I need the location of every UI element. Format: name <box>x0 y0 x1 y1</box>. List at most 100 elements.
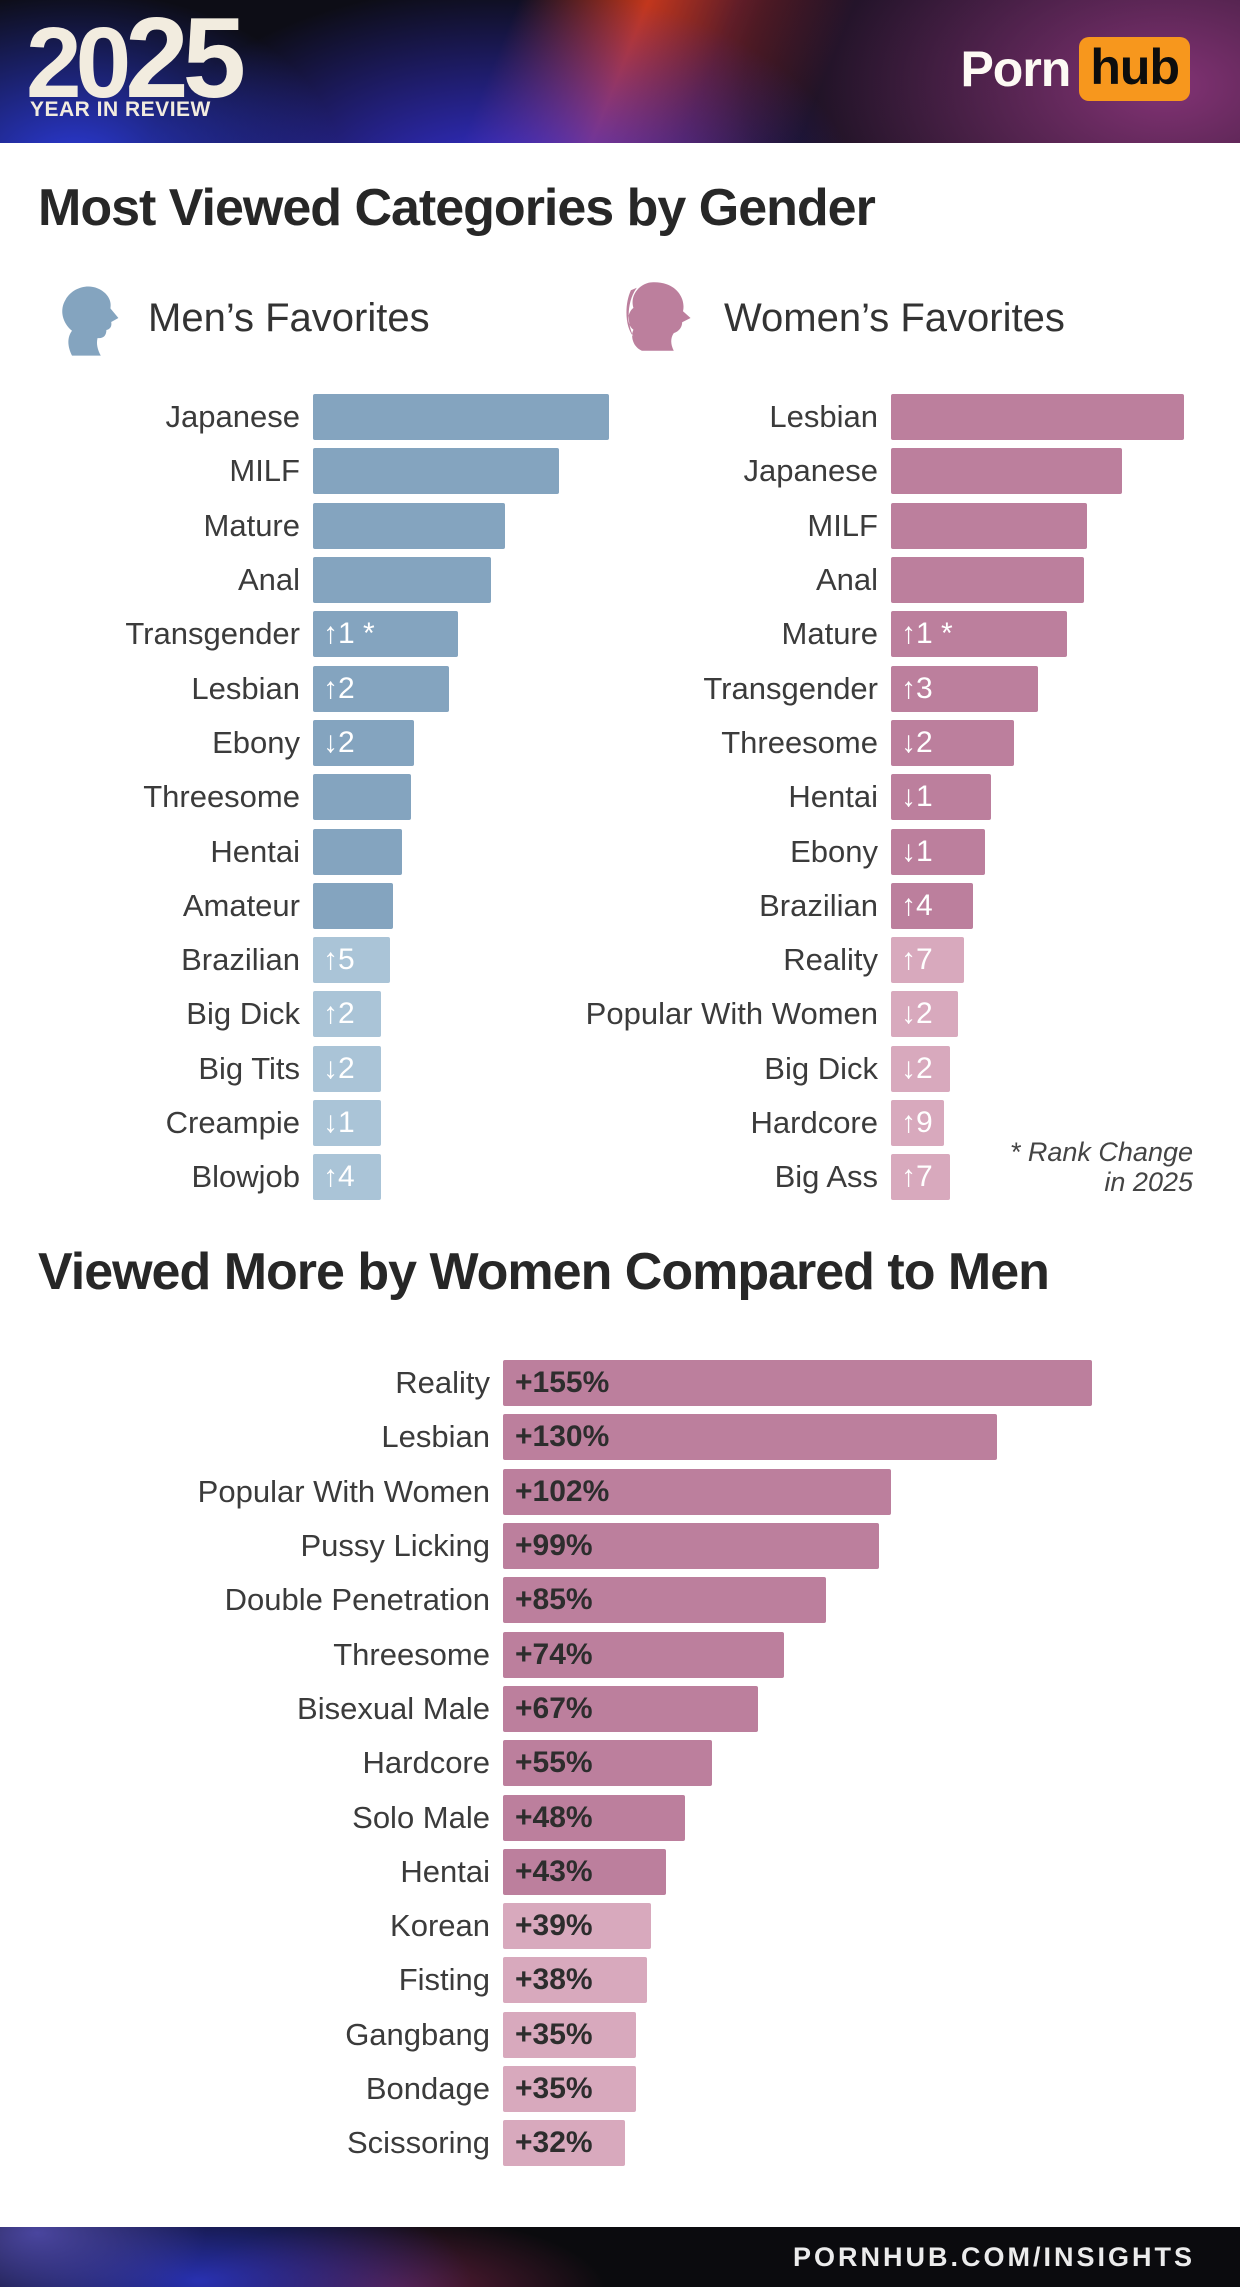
category-bar <box>891 557 1085 604</box>
pornhub-logo: Porn hub <box>960 37 1190 101</box>
category-bar: ↓1 <box>891 828 985 875</box>
bar-row: Hentai ↓1 <box>560 770 1240 824</box>
category-label: Amateur <box>182 887 300 923</box>
category-bar: ↑5 <box>313 937 390 984</box>
bar-value-label: +43% <box>515 1854 593 1888</box>
category-bar: ↑1 * <box>891 611 1067 658</box>
bar-row: Transgender ↑1 * <box>0 607 620 661</box>
category-bar: ↓2 <box>891 1045 950 1092</box>
bar-value-label: +67% <box>515 1691 593 1725</box>
bar-row: Scissoring +32% <box>0 2116 1240 2170</box>
bar-row: Double Penetration +85% <box>0 1573 1240 1627</box>
bar-row: Amateur <box>0 879 620 933</box>
rank-change-badge: ↑5 <box>323 943 355 977</box>
rank-change-badge: ↑2 <box>323 671 355 705</box>
category-bar: +39% <box>503 1903 652 1950</box>
category-bar: +32% <box>503 2120 625 2167</box>
category-bar: +102% <box>503 1468 891 1515</box>
bar-row: Hentai +43% <box>0 1845 1240 1899</box>
category-bar: +155% <box>503 1360 1092 1407</box>
category-label: Solo Male <box>352 1799 490 1835</box>
men-favorites-chart: Japanese MILF Mature Anal Transgender ↑1 * Les… <box>0 390 620 1204</box>
bar-row: Ebony ↓1 <box>560 824 1240 878</box>
bar-row: Bondage +35% <box>0 2062 1240 2116</box>
category-bar <box>313 502 506 549</box>
viewed-more-by-women-chart: Reality +155% Lesbian +130% Popular With Wom… <box>0 1356 1240 2170</box>
rank-change-badge: ↑1 * <box>323 617 375 651</box>
logo-year-first: 20 <box>26 7 131 119</box>
category-label: Reality <box>395 1365 490 1401</box>
category-label: Mature <box>203 507 300 543</box>
bar-value-label: +38% <box>515 1963 593 1997</box>
category-label: Popular With Women <box>197 1473 490 1509</box>
bar-row: Anal <box>560 553 1240 607</box>
bar-row: Mature ↑1 * <box>560 607 1240 661</box>
category-bar <box>313 557 491 604</box>
category-bar: +130% <box>503 1414 997 1461</box>
category-bar: ↑9 <box>891 1100 944 1146</box>
bar-row: Threesome +74% <box>0 1627 1240 1681</box>
bar-row: Mature <box>0 499 620 553</box>
category-bar: +55% <box>503 1740 712 1787</box>
category-bar: ↓1 <box>313 1100 382 1146</box>
footnote-line1: * Rank Change <box>1009 1137 1193 1167</box>
bar-row: Blowjob ↑4 <box>0 1150 620 1204</box>
rank-change-badge: ↓2 <box>323 725 355 759</box>
bar-value-label: +39% <box>515 1909 593 1943</box>
rank-change-badge: ↑7 <box>901 943 933 977</box>
footer-url: PORNHUB.COM/INSIGHTS <box>792 2242 1195 2272</box>
bar-row: Threesome <box>0 770 620 824</box>
category-label: Blowjob <box>191 1159 300 1195</box>
category-label: Big Dick <box>764 1050 878 1086</box>
bar-row: Fisting +38% <box>0 1953 1240 2007</box>
category-bar: ↑4 <box>891 882 974 929</box>
category-bar <box>313 774 411 821</box>
rank-change-badge: ↑2 <box>323 997 355 1031</box>
category-bar <box>313 448 559 495</box>
category-bar <box>313 828 402 875</box>
category-label: Brazilian <box>181 942 300 978</box>
category-label: Ebony <box>790 833 878 869</box>
category-label: Korean <box>390 1908 490 1944</box>
rank-change-badge: ↑7 <box>901 1160 933 1194</box>
category-label: Bondage <box>365 2071 490 2106</box>
bar-value-label: +55% <box>515 1746 593 1780</box>
bar-row: Hardcore ↑9 <box>560 1096 1240 1150</box>
bar-value-label: +35% <box>515 2017 593 2051</box>
bar-row: Hentai <box>0 824 620 878</box>
category-label: Brazilian <box>759 887 878 923</box>
rank-change-badge: ↓2 <box>323 1051 355 1085</box>
category-bar: ↑2 <box>313 991 382 1038</box>
category-label: Threesome <box>333 1636 490 1672</box>
category-label: Double Penetration <box>224 1582 490 1618</box>
bar-row: Solo Male +48% <box>0 1790 1240 1844</box>
bar-row: Hardcore +55% <box>0 1736 1240 1790</box>
category-label: Popular With Women <box>585 996 878 1032</box>
rank-change-badge: ↓2 <box>901 997 933 1031</box>
category-bar: +85% <box>503 1577 826 1624</box>
category-label: Threesome <box>721 724 878 760</box>
bar-value-label: +32% <box>515 2126 593 2160</box>
bar-row: MILF <box>560 499 1240 553</box>
logo-year-second: 25 <box>125 0 246 122</box>
category-bar: ↑3 <box>891 665 1038 712</box>
bar-value-label: +155% <box>515 1366 610 1400</box>
bar-row: Lesbian ↑2 <box>0 661 620 715</box>
bar-row: Popular With Women ↓2 <box>560 987 1240 1041</box>
header-banner: 2025 YEAR IN REVIEW Porn hub <box>0 0 1240 143</box>
bar-row: Anal <box>0 553 620 607</box>
section1-title: Most Viewed Categories by Gender <box>38 179 876 237</box>
bar-row: Korean +39% <box>0 1899 1240 1953</box>
category-label: Hentai <box>400 1853 490 1889</box>
category-bar: ↓2 <box>891 991 959 1038</box>
bar-value-label: +48% <box>515 1800 593 1834</box>
bar-value-label: +74% <box>515 1637 593 1671</box>
bar-row: Popular With Women +102% <box>0 1465 1240 1519</box>
category-label: Creampie <box>165 1105 300 1140</box>
rank-change-badge: ↓2 <box>901 725 933 759</box>
bar-row: Bisexual Male +67% <box>0 1682 1240 1736</box>
category-label: Mature <box>781 616 878 652</box>
category-label: Scissoring <box>347 2125 490 2161</box>
category-label: Big Ass <box>774 1159 878 1195</box>
